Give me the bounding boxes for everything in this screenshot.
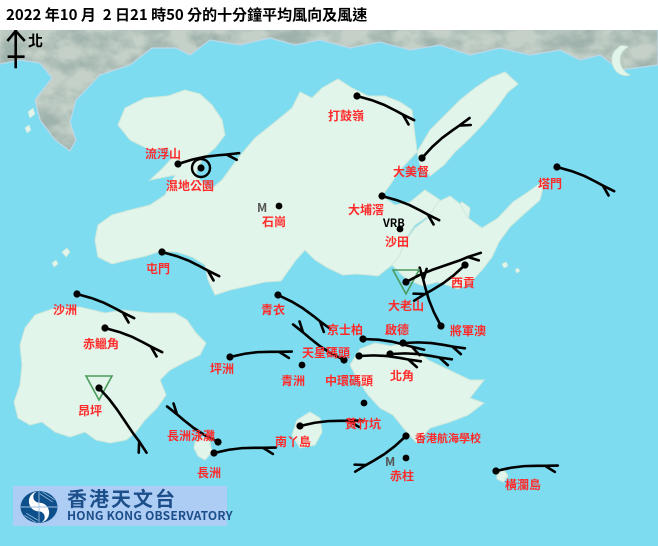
svg-text:北: 北 [28, 30, 43, 51]
